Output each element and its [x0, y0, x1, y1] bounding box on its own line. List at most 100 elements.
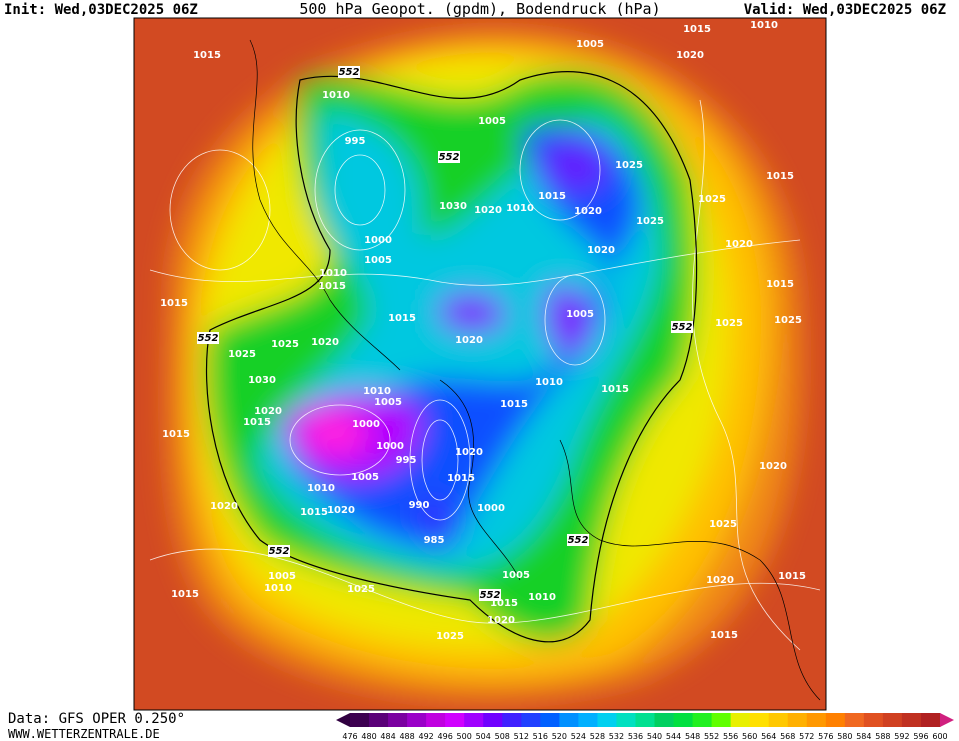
colorbar-segment	[445, 713, 465, 727]
colorbar-segment	[559, 713, 579, 727]
map	[134, 18, 826, 710]
isobar-label: 1020	[210, 501, 238, 512]
isobar-label: 1005	[374, 397, 402, 408]
isobar-label: 1020	[725, 239, 753, 250]
colorbar-segment	[502, 713, 522, 727]
map-title: 500 hPa Geopot. (gpdm), Bodendruck (hPa)	[299, 0, 660, 18]
isobar-label: 1025	[774, 315, 802, 326]
colorbar-tick-label: 508	[495, 732, 510, 741]
colorbar-tick-label: 544	[666, 732, 681, 741]
isobar-label: 1010	[750, 20, 778, 31]
isobar-label: 1000	[364, 235, 392, 246]
colorbar-tick-label: 588	[875, 732, 890, 741]
isobar-label: 1010	[264, 583, 292, 594]
colorbar-tick-label: 564	[761, 732, 776, 741]
isobar-label: 1020	[487, 615, 515, 626]
colorbar-segment	[483, 713, 503, 727]
colorbar-tick-label: 528	[590, 732, 605, 741]
isobar-label: 1000	[376, 441, 404, 452]
isobar-label: 1015	[538, 191, 566, 202]
isobar-label: 1015	[193, 50, 221, 61]
geopotential-label: 552	[198, 333, 219, 344]
valid-time: Valid: Wed,03DEC2025 06Z	[744, 2, 946, 18]
colorbar-tick-label: 532	[609, 732, 624, 741]
isobar-label: 1010	[307, 483, 335, 494]
isobar-label: 1015	[300, 507, 328, 518]
isobar-label: 985	[424, 535, 445, 546]
colorbar-arrow-high	[940, 713, 954, 727]
colorbar-segment	[673, 713, 694, 727]
isobar-label: 1015	[601, 384, 629, 395]
isobar-label: 1010	[528, 592, 556, 603]
isobar-label: 1025	[636, 216, 664, 227]
coastlines	[249, 39, 821, 701]
geopotential-label: 552	[439, 152, 460, 163]
isobar-label: 1010	[506, 203, 534, 214]
colorbar-tick-label: 484	[380, 732, 395, 741]
colorbar-segment	[825, 713, 846, 727]
isobar-label: 1025	[436, 631, 464, 642]
isobar-label: 1020	[474, 205, 502, 216]
isobars	[149, 99, 821, 651]
isobar-label: 1020	[706, 575, 734, 586]
colorbar-segment	[350, 713, 370, 727]
isobar-label: 1015	[500, 399, 528, 410]
colorbar-segment	[597, 713, 617, 727]
geopotential-label-box	[438, 151, 460, 163]
geopotential-label: 552	[339, 67, 360, 78]
colorbar-segment	[768, 713, 789, 727]
colorbar-segment	[369, 713, 389, 727]
colorbar: 476 480 484 488 492 496 500 504 508 512 516 520 524 5…	[336, 713, 954, 741]
colorbar-segment	[901, 713, 922, 727]
geopotential-label-box	[197, 332, 219, 344]
isobar-label: 1015	[243, 417, 271, 428]
colorbar-segment	[730, 713, 751, 727]
isobar-label: 1025	[709, 519, 737, 530]
isobar-label: 1015	[766, 171, 794, 182]
colorbar-segment	[806, 713, 827, 727]
colorbar-tick-label: 568	[780, 732, 795, 741]
isobar-label: 1000	[477, 503, 505, 514]
isobar-label: 1000	[352, 419, 380, 430]
colorbar-tick-label: 580	[837, 732, 852, 741]
colorbar-tick-label: 576	[818, 732, 833, 741]
colorbar-tick-label: 536	[628, 732, 643, 741]
colorbar-tick-label: 572	[799, 732, 814, 741]
colorbar-tick-label: 548	[685, 732, 700, 741]
colorbar-tick-label: 556	[723, 732, 738, 741]
colorbar-tick-label: 596	[913, 732, 928, 741]
isobar-label: 1030	[248, 375, 276, 386]
map-frame	[133, 17, 827, 711]
isobar-label: 1015	[171, 589, 199, 600]
colorbar-segment	[388, 713, 408, 727]
isobar-label: 1020	[254, 406, 282, 417]
colorbar-segment	[863, 713, 884, 727]
colorbar-segment	[426, 713, 446, 727]
geopotential-label-box	[338, 66, 360, 78]
colorbar-segment	[692, 713, 713, 727]
colorbar-arrow-low	[336, 713, 350, 727]
colorbar-segment	[749, 713, 770, 727]
data-source: Data: GFS OPER 0.250°	[8, 711, 185, 727]
colorbar-segment	[540, 713, 560, 727]
colorbar-tick-label: 492	[418, 732, 433, 741]
isobar-label: 1015	[490, 598, 518, 609]
isobar-label: 1015	[318, 281, 346, 292]
isobar-label: 1030	[439, 201, 467, 212]
colorbar-segment	[787, 713, 808, 727]
isobar-label: 1010	[319, 268, 347, 279]
isobar-label: 1005	[576, 39, 604, 50]
isobar-label: 1010	[322, 90, 350, 101]
isobar-label: 1020	[574, 206, 602, 217]
isobar-label: 1015	[162, 429, 190, 440]
init-time: Init: Wed,03DEC2025 06Z	[4, 2, 198, 18]
isobar-label: 1015	[388, 313, 416, 324]
colorbar-tick-label: 516	[533, 732, 548, 741]
isobar-label: 1015	[710, 630, 738, 641]
colorbar-tick-label: 592	[894, 732, 909, 741]
colorbar-segment	[882, 713, 903, 727]
colorbar-segment	[711, 713, 732, 727]
colorbar-segment	[920, 713, 941, 727]
isobar-label: 1005	[502, 570, 530, 581]
